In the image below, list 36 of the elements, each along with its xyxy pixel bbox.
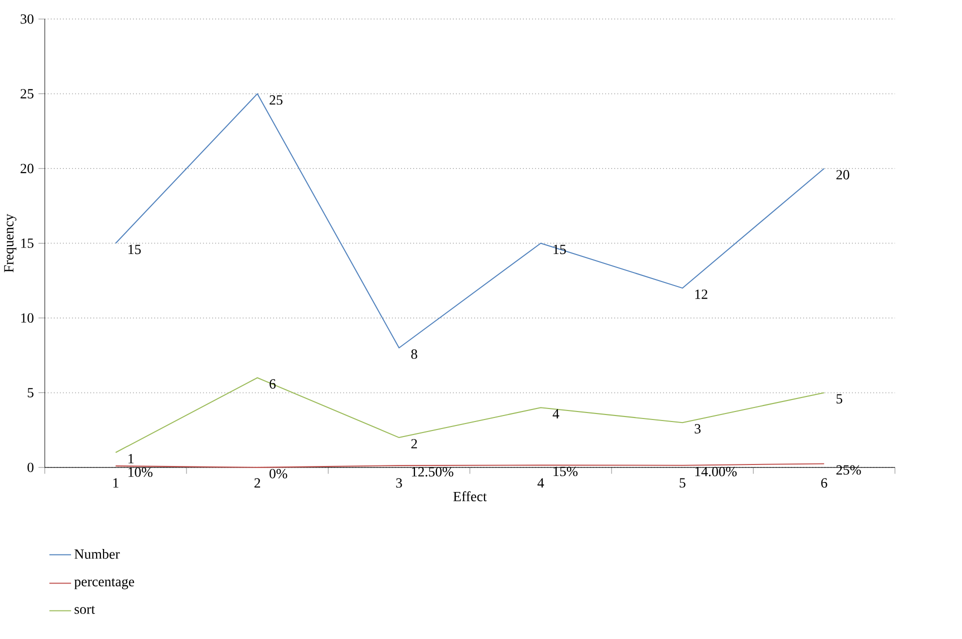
- legend-label: Number: [74, 549, 120, 559]
- data-label: 25%: [836, 465, 861, 475]
- x-axis-title: Effect: [453, 491, 487, 502]
- data-label: 14.00%: [695, 466, 737, 476]
- y-tick-label: 30: [20, 14, 34, 24]
- x-tick-label: 6: [821, 478, 828, 488]
- y-tick-label: 20: [20, 164, 34, 174]
- y-axis-title: Frequency: [4, 214, 16, 272]
- data-label: 15: [128, 244, 141, 254]
- x-tick-label: 3: [396, 478, 402, 488]
- x-tick-label: 1: [113, 478, 118, 488]
- data-label: 3: [694, 424, 701, 434]
- data-label: 5: [836, 394, 842, 404]
- y-tick-label: 10: [21, 313, 34, 323]
- line-series: [115, 377, 825, 454]
- data-label: 10%: [128, 468, 152, 478]
- data-label: 0%: [270, 469, 288, 479]
- data-label: 12.50%: [412, 467, 454, 477]
- x-tick-label: 5: [680, 478, 686, 488]
- y-tick-label: 25: [20, 89, 34, 99]
- data-label: 12: [695, 290, 708, 299]
- data-label: 20: [836, 170, 850, 180]
- data-label: 8: [411, 349, 418, 359]
- data-label: 1: [128, 454, 134, 464]
- data-label: 25: [270, 95, 282, 105]
- y-tick-label: 15: [21, 238, 34, 248]
- y-tick-label: 5: [28, 388, 34, 398]
- data-label: 4: [552, 409, 560, 418]
- data-label: 15%: [554, 466, 578, 476]
- y-tick-label: 0: [28, 462, 34, 472]
- legend-label: sort: [74, 606, 95, 614]
- x-tick-label: 4: [538, 478, 544, 488]
- legend-label: percentage: [74, 578, 134, 590]
- data-label: 2: [411, 439, 417, 448]
- line-series: [115, 93, 825, 348]
- x-tick-label: 2: [254, 478, 260, 488]
